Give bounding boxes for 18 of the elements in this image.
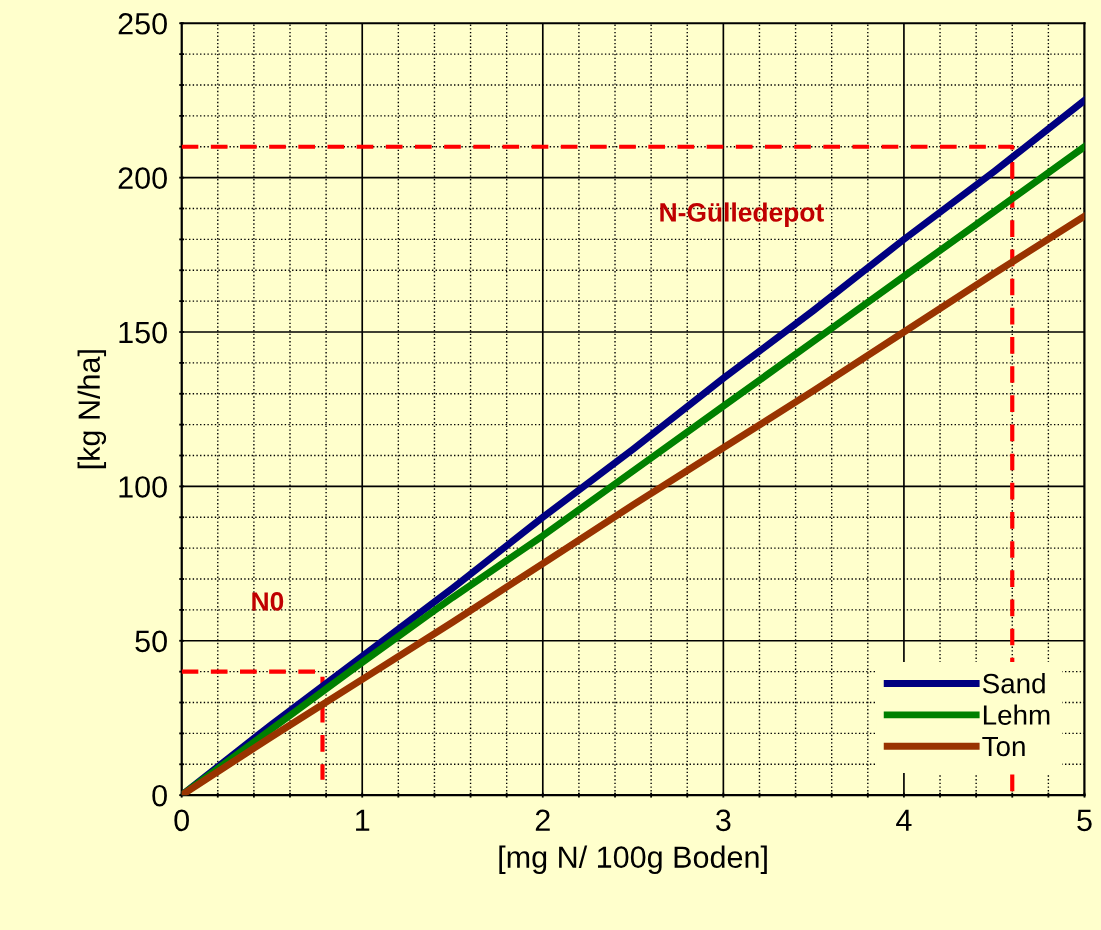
x-tick-label: 1 xyxy=(356,809,370,831)
legend-label: Sand xyxy=(982,673,1045,694)
y-axis-title: [kg N/ha] xyxy=(77,350,107,469)
x-tick-label: 4 xyxy=(896,809,912,831)
x-tick-label: 0 xyxy=(174,809,189,832)
y-tick-label: 200 xyxy=(118,167,167,189)
annotation: N0 xyxy=(252,592,284,611)
y-tick-label: 50 xyxy=(135,630,167,653)
x-tick-label: 5 xyxy=(1077,809,1092,832)
y-tick-label: 150 xyxy=(119,321,167,344)
y-tick-label: 0 xyxy=(152,784,167,807)
x-axis-title: [mg N/ 100g Boden] xyxy=(499,845,767,874)
legend-label: Ton xyxy=(982,736,1025,757)
x-tick-label: 3 xyxy=(716,809,731,832)
y-tick-label: 250 xyxy=(118,12,167,35)
x-tick-label: 2 xyxy=(535,809,550,831)
legend-label: Lehm xyxy=(983,704,1050,725)
y-tick-label: 100 xyxy=(119,476,167,498)
